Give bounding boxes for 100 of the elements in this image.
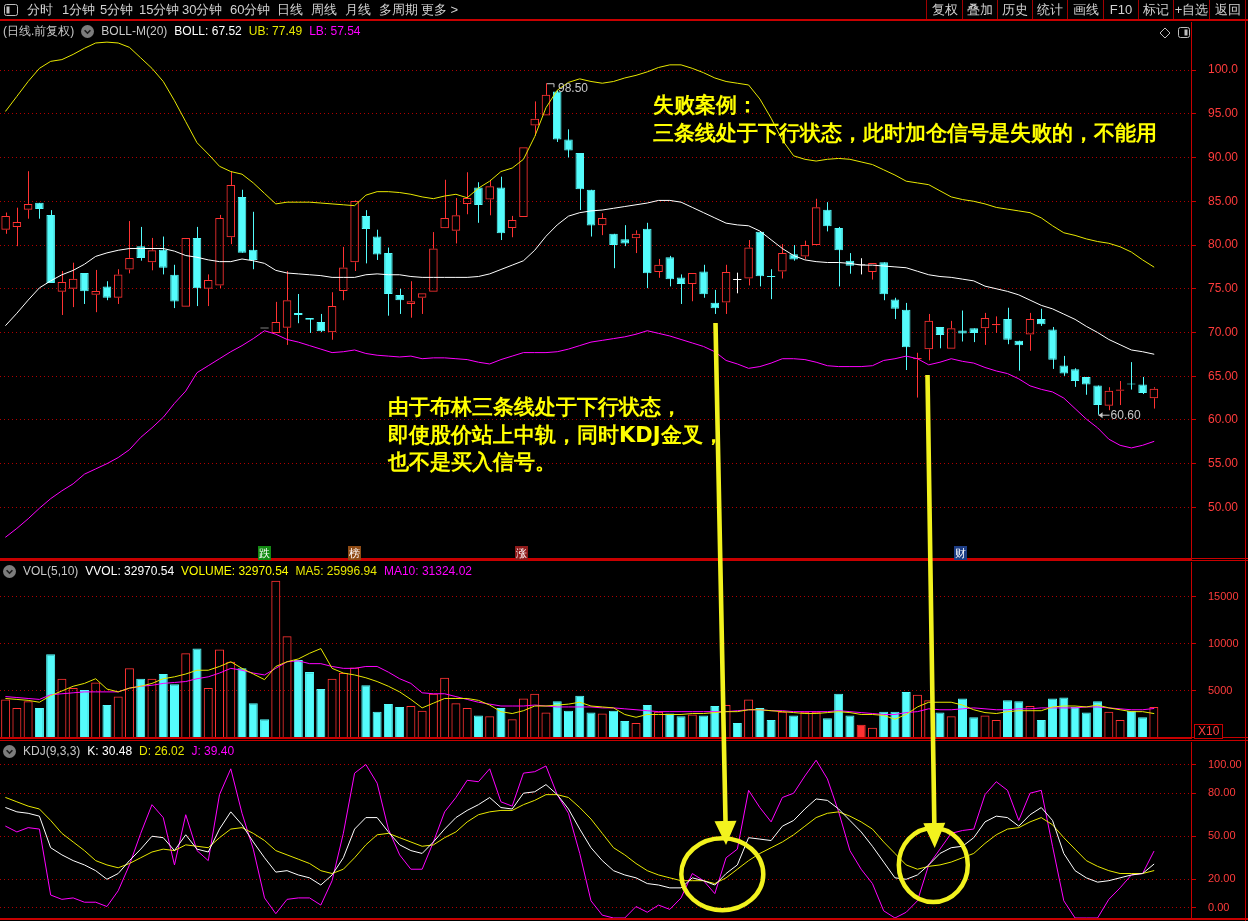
bar: [79, 690, 89, 738]
y-tick-label: 70.00: [1208, 324, 1239, 339]
text: 15分钟: [139, 1, 180, 19]
y-tick-label: 55.00: [1208, 455, 1239, 470]
candlestick: [699, 264, 708, 299]
bar: [642, 705, 652, 738]
y-tick-label: 100.0: [1208, 62, 1239, 77]
annotation: 98.50: [557, 80, 589, 95]
y-tick-label: 90.00: [1208, 149, 1239, 164]
y-tick-label: 15000: [1208, 589, 1239, 602]
bar: [732, 722, 742, 738]
text: 日线: [277, 1, 303, 19]
candlestick: [102, 280, 112, 301]
bar: [676, 716, 686, 738]
candlestick: [80, 272, 89, 305]
series-label: J: 39.40: [191, 744, 235, 758]
y-tick-label: 75.00: [1208, 281, 1239, 296]
text: 复权: [926, 0, 962, 19]
text: 5分钟: [100, 1, 134, 19]
candlestick: [823, 201, 832, 232]
y-tick-label: 20.00: [1208, 872, 1236, 885]
text: 统计: [1032, 0, 1067, 19]
bar: [1048, 698, 1058, 738]
candlestick: [1093, 384, 1102, 416]
candlestick: [1003, 307, 1012, 345]
annotation: 失败案例：: [653, 92, 758, 119]
y-tick-label: 80.00: [1208, 786, 1236, 799]
bar: [1003, 700, 1013, 738]
annotation: 由于布林三条线处于下行状态，即使股价站上中轨，同时KDJ金叉，也不是买入信号。: [388, 394, 724, 476]
bar: [710, 706, 720, 738]
bar: [901, 691, 911, 738]
text: 叠加: [962, 0, 997, 19]
bar: [305, 672, 315, 738]
bar: [699, 715, 709, 738]
bar: [563, 710, 573, 738]
bar: [789, 715, 799, 738]
candlestick: [474, 181, 483, 224]
y-tick-label: 85.00: [1208, 193, 1239, 208]
text: D: 26.02: [139, 744, 185, 758]
bar: [1081, 712, 1091, 738]
candlestick: [665, 255, 675, 287]
text: LB: 57.54: [309, 24, 361, 38]
candlestick: [958, 310, 967, 342]
bar: [260, 719, 270, 738]
text: 分时: [27, 1, 53, 19]
chart-subtitle: BOLL-M(20): [101, 24, 168, 38]
text: UB: 77.49: [248, 24, 303, 38]
text: MA5: 25996.94: [295, 564, 377, 578]
candlestick: [395, 288, 404, 315]
bar: [1093, 701, 1103, 738]
bar: [766, 720, 776, 738]
candlestick: [1070, 367, 1080, 388]
y-axis-title: X10: [1194, 724, 1224, 739]
bar: [1014, 701, 1024, 738]
bar: [845, 715, 855, 738]
annotation: 跌: [258, 546, 271, 560]
chart-title: VOL(5,10): [23, 564, 79, 578]
bar: [383, 704, 393, 738]
text: 月线: [345, 1, 371, 19]
text: 1分钟: [62, 1, 96, 19]
bar: [665, 713, 675, 738]
text: 周线: [311, 1, 337, 19]
candlestick: [564, 128, 573, 158]
bar: [1036, 720, 1046, 738]
y-tick-label: 95.00: [1208, 106, 1239, 121]
annotation: 涨: [515, 546, 528, 560]
candlestick: [609, 233, 618, 269]
annotation: 财: [954, 546, 967, 560]
text: 30分钟: [182, 1, 223, 19]
text: 60分钟: [230, 1, 271, 19]
text: 更多 >: [421, 1, 459, 19]
annotation: 榜: [348, 546, 361, 560]
chart-title: (日线.前复权): [3, 24, 75, 38]
text: 画线: [1067, 0, 1103, 19]
y-tick-label: 80.00: [1208, 237, 1239, 252]
bar: [1070, 706, 1080, 738]
text: 历史: [997, 0, 1032, 19]
text: 返回: [1209, 0, 1246, 19]
annotation: 60.60: [1110, 408, 1141, 422]
bar: [237, 668, 247, 738]
candlestick: [676, 273, 686, 305]
bar: [834, 693, 844, 738]
text: 标记: [1138, 0, 1173, 19]
y-tick-label: 10000: [1208, 636, 1239, 649]
y-tick-label: 5000: [1208, 683, 1233, 696]
y-tick-label: 0.00: [1208, 900, 1230, 913]
bar: [248, 703, 258, 738]
y-tick-label: 60.00: [1208, 412, 1239, 427]
text: BOLL: 67.52: [174, 24, 242, 38]
annotation: 三条线处于下行状态，此时加仓信号是失败的，不能用: [653, 119, 1157, 147]
bar: [1138, 717, 1148, 738]
bar: [575, 695, 585, 738]
candlestick: [158, 236, 168, 275]
bar: [395, 706, 405, 738]
candlestick: [249, 211, 258, 270]
bar: [620, 721, 630, 738]
y-tick-label: 100.00: [1208, 757, 1242, 770]
text: +自选: [1173, 0, 1209, 19]
candlestick: [834, 226, 843, 287]
bar: [822, 718, 832, 738]
